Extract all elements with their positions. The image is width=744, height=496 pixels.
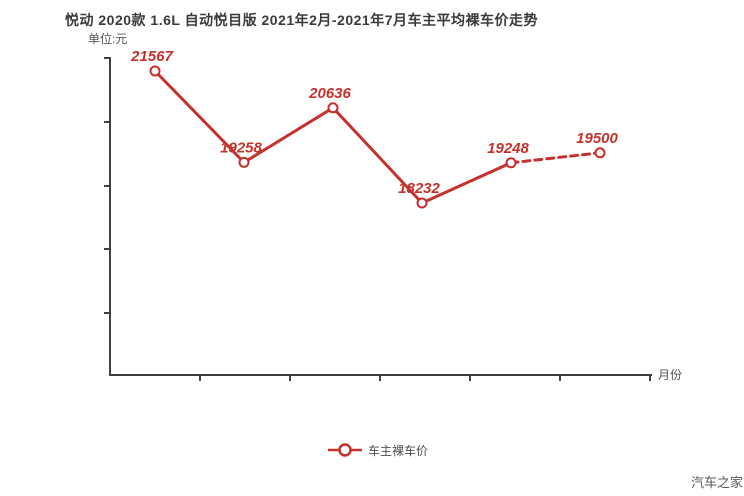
legend-marker-icon — [338, 443, 352, 457]
axes — [104, 57, 652, 381]
data-point — [238, 156, 250, 168]
y-axis-unit-label: 单位:元 — [88, 31, 127, 46]
data-point-label: 21567 — [130, 48, 173, 65]
data-point — [327, 102, 339, 114]
data-point-label: 18232 — [398, 180, 440, 197]
data-point-label: 19258 — [220, 139, 262, 156]
data-point — [416, 197, 428, 209]
trend-line-dashed — [509, 151, 602, 165]
legend-label: 车主裸车价 — [368, 443, 428, 458]
x-axis-ticks — [199, 375, 651, 381]
watermark-autohome: 汽车之家 — [691, 475, 743, 490]
data-point — [594, 147, 606, 159]
chart-title: 悦动 2020款 1.6L 自动悦目版 2021年2月-2021年7月车主平均裸… — [65, 12, 538, 28]
data-point-label: 19500 — [576, 130, 618, 147]
data-point-label: 20636 — [308, 85, 351, 102]
x-axis-label: 月份 — [658, 368, 682, 382]
data-point — [149, 65, 161, 77]
y-axis-ticks — [104, 57, 110, 314]
data-point-label: 19248 — [487, 140, 529, 157]
legend: 车主裸车价 — [328, 443, 428, 458]
data-point — [505, 157, 517, 169]
series-layer: 21567 19258 20636 18232 19248 19500 — [130, 48, 619, 209]
